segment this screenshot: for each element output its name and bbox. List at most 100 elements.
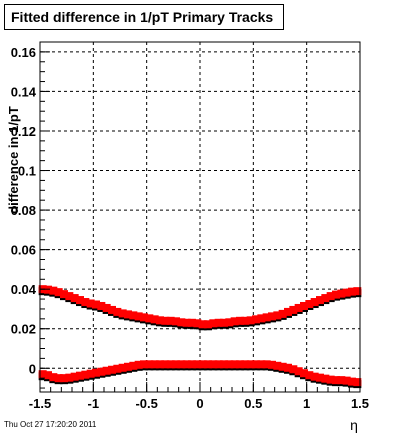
data-point <box>193 319 202 328</box>
data-point <box>321 294 330 303</box>
data-point <box>166 360 175 369</box>
y-tick-label: 0.06 <box>11 243 36 258</box>
x-tick-label: 1 <box>303 396 310 411</box>
data-point <box>140 313 148 322</box>
data-point <box>76 371 84 380</box>
data-point <box>246 316 255 325</box>
data-point <box>305 300 314 309</box>
data-point <box>145 360 154 369</box>
data-point <box>353 287 362 296</box>
data-point <box>156 360 164 369</box>
data-point <box>102 303 111 312</box>
data-point <box>198 360 207 369</box>
data-point <box>97 367 106 376</box>
data-point <box>150 360 159 369</box>
data-point <box>38 370 47 379</box>
data-point <box>246 360 255 369</box>
data-point <box>134 312 143 321</box>
data-point <box>332 376 340 385</box>
data-point <box>273 311 282 320</box>
data-point <box>273 361 282 370</box>
data-point <box>252 315 260 324</box>
data-point <box>182 318 191 327</box>
y-tick-label: 0.02 <box>11 322 36 337</box>
data-point <box>102 366 111 375</box>
x-tick-label: 1.5 <box>351 396 369 411</box>
data-point <box>129 311 138 320</box>
data-point <box>230 360 239 369</box>
data-point <box>97 301 106 310</box>
data-point <box>342 376 351 385</box>
data-point <box>70 372 79 381</box>
data-point <box>177 318 186 327</box>
x-tick-label: -1 <box>88 396 100 411</box>
tick-layer: -1.5 -1 -0.5 0 0.5 1 1.5 0 0.02 0.04 0.06 0.08 0.1 0.… <box>11 45 369 411</box>
data-point <box>337 289 346 298</box>
y-tick-label: 0.14 <box>11 84 37 99</box>
data-point <box>129 361 138 370</box>
x-tick-label: 0 <box>196 396 203 411</box>
y-tick-label: 0.16 <box>11 45 36 60</box>
data-point <box>289 305 298 314</box>
timestamp-footer: Thu Oct 27 17:20:20 2011 <box>4 420 97 429</box>
x-tick-label: -0.5 <box>135 396 157 411</box>
data-point <box>70 294 79 303</box>
x-tick-label: 0.5 <box>244 396 262 411</box>
data-point <box>177 360 186 369</box>
data-point <box>86 369 95 378</box>
data-point <box>257 314 266 323</box>
data-point <box>225 360 234 369</box>
data-point <box>316 296 324 305</box>
data-point <box>161 360 170 369</box>
data-point <box>65 373 74 382</box>
data-point <box>156 316 164 325</box>
data-point <box>326 292 335 301</box>
data-point <box>140 360 148 369</box>
y-tick-label: 0.04 <box>11 282 37 297</box>
data-point <box>81 370 90 379</box>
data-point <box>81 298 90 307</box>
data-point <box>300 369 308 378</box>
data-point <box>49 373 58 382</box>
x-tick-label: -1.5 <box>29 396 51 411</box>
data-point <box>236 316 244 325</box>
x-axis-label: η <box>350 417 358 433</box>
data-point <box>118 363 127 372</box>
chart-title: Fitted difference in 1/pT Primary Tracks <box>4 4 284 30</box>
data-point <box>92 300 100 309</box>
data-point <box>278 362 287 371</box>
data-point <box>204 360 212 369</box>
data-point <box>348 287 356 296</box>
data-point <box>220 318 228 327</box>
data-point <box>60 374 68 383</box>
series-0 <box>38 285 362 331</box>
data-point <box>241 316 250 325</box>
y-axis-label: difference in 1/pT <box>6 106 21 214</box>
data-point <box>268 360 276 369</box>
data-point <box>348 377 356 386</box>
data-point <box>44 371 52 380</box>
data-point <box>268 312 276 321</box>
y-tick-label: 0.1 <box>18 164 36 179</box>
data-point <box>337 376 346 385</box>
data-point <box>188 318 196 327</box>
data-point <box>108 305 116 314</box>
data-point <box>198 320 207 329</box>
data-point <box>150 315 159 324</box>
data-point <box>124 310 132 319</box>
data-point <box>188 360 196 369</box>
data-point <box>113 307 122 316</box>
data-point <box>113 364 122 373</box>
data-point <box>54 374 63 383</box>
data-point <box>76 296 84 305</box>
series-1 <box>38 360 362 389</box>
data-point <box>54 288 63 297</box>
data-point <box>225 318 234 327</box>
data-point <box>310 372 319 381</box>
data-point <box>257 360 266 369</box>
y-tick-label: 0.12 <box>11 124 36 139</box>
data-point <box>214 360 223 369</box>
data-point <box>353 378 362 387</box>
data-point <box>209 360 218 369</box>
